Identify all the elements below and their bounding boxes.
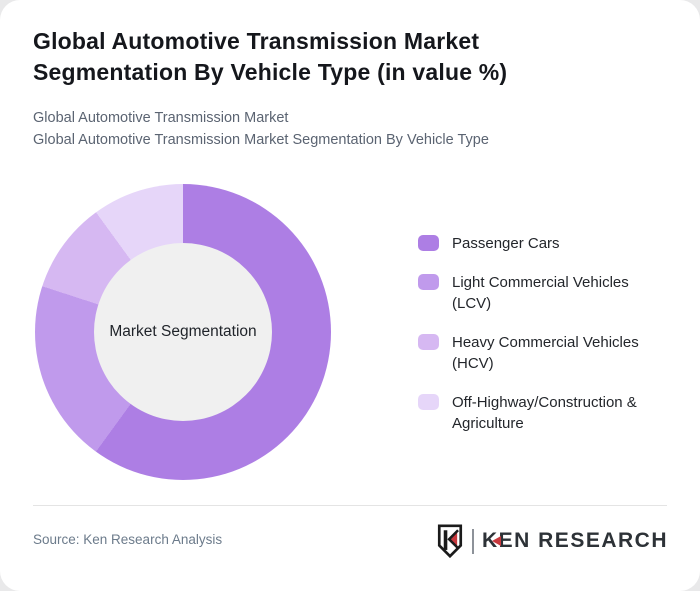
legend-item-hcv: Heavy Commercial Vehicles (HCV): [418, 332, 657, 374]
page-title: Global Automotive Transmission Market Se…: [33, 28, 508, 85]
legend-label: Heavy Commercial Vehicles (HCV): [452, 334, 639, 372]
legend-label: Light Commercial Vehicles (LCV): [452, 274, 629, 312]
ken-research-logo: K KEN RESEARCH: [436, 524, 668, 558]
legend-item-passenger-cars: Passenger Cars: [418, 233, 657, 254]
legend-label: Off-Highway/Construction & Agriculture: [452, 394, 637, 432]
logo-red-triangle-icon: [491, 536, 501, 546]
legend-label: Passenger Cars: [452, 235, 560, 252]
legend-swatch-lcv: [418, 274, 439, 290]
footer-divider: [33, 505, 667, 506]
donut-hole: Market Segmentation: [94, 243, 272, 421]
logo-separator: [471, 528, 474, 554]
ken-research-badge-icon: K: [437, 524, 463, 558]
donut-center-label: Market Segmentation: [109, 323, 257, 340]
chart-legend: Passenger Cars Light Commercial Vehicles…: [418, 233, 657, 434]
logo-wordmark: KEN RESEARCH: [482, 529, 668, 553]
legend-item-offhighway: Off-Highway/Construction & Agriculture: [418, 392, 657, 434]
source-note: Source: Ken Research Analysis: [33, 532, 223, 547]
logo-brand-text: KEN RESEARCH: [481, 529, 668, 552]
legend-swatch-offhighway: [418, 394, 439, 410]
legend-swatch-hcv: [418, 334, 439, 350]
chart-subtitle: Global Automotive Transmission Market Gl…: [33, 107, 489, 151]
legend-swatch-passenger-cars: [418, 235, 439, 251]
donut-chart: Market Segmentation: [35, 184, 331, 480]
subtitle-line-1: Global Automotive Transmission Market: [33, 110, 289, 126]
subtitle-line-2: Global Automotive Transmission Market Se…: [33, 132, 489, 148]
legend-item-lcv: Light Commercial Vehicles (LCV): [418, 272, 657, 314]
